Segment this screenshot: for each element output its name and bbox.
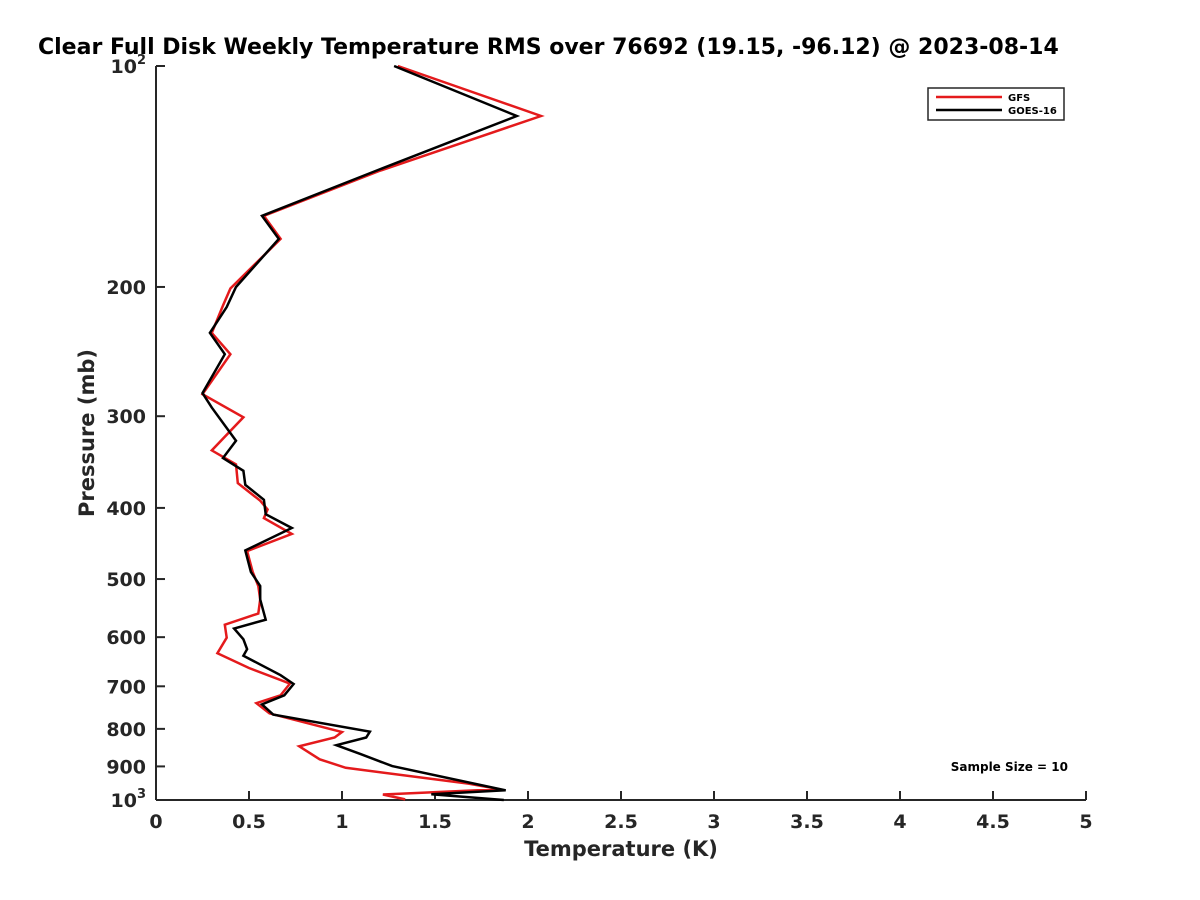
x-tick-label: 1.5 bbox=[418, 811, 452, 833]
y-tick-label-base: 900 bbox=[106, 756, 146, 778]
legend-box bbox=[927, 87, 1065, 121]
y-tick-label: 600 bbox=[106, 627, 146, 649]
y-tick-label: 300 bbox=[106, 406, 146, 428]
x-tick-label: 4.5 bbox=[976, 811, 1010, 833]
x-tick-label: 5 bbox=[1079, 811, 1092, 833]
y-tick-label: 400 bbox=[106, 498, 146, 520]
series-layer bbox=[200, 64, 545, 802]
legend: GFS GOES-16 bbox=[927, 87, 1065, 121]
x-tick-label: 3.5 bbox=[790, 811, 824, 833]
y-tick-label: 102 bbox=[111, 53, 147, 78]
y-tick-label-base: 10 bbox=[111, 790, 137, 812]
y-tick-label: 900 bbox=[106, 756, 146, 778]
x-axis-label: Temperature (K) bbox=[524, 837, 718, 861]
x-axis-ticks: 0 0.5 1 1.5 2 2.5 3 3.5 4 4.5 5 bbox=[149, 791, 1093, 833]
y-tick-label-base: 800 bbox=[106, 719, 146, 741]
x-tick-label: 2 bbox=[521, 811, 534, 833]
y-tick-label-base: 300 bbox=[106, 406, 146, 428]
legend-label-goes-16: GOES-16 bbox=[1008, 106, 1057, 117]
y-tick-label-base: 500 bbox=[106, 569, 146, 591]
y-tick-label: 500 bbox=[106, 569, 146, 591]
chart-title: Clear Full Disk Weekly Temperature RMS o… bbox=[38, 35, 1059, 60]
y-axis-label: Pressure (mb) bbox=[75, 349, 99, 517]
legend-label-gfs: GFS bbox=[1008, 93, 1030, 104]
x-tick-label: 2.5 bbox=[604, 811, 638, 833]
x-tick-label: 0.5 bbox=[232, 811, 266, 833]
y-tick-label: 700 bbox=[106, 676, 146, 698]
series-line-gfs bbox=[200, 64, 545, 801]
plot-axes bbox=[155, 66, 1086, 801]
y-tick-label-base: 600 bbox=[106, 627, 146, 649]
y-tick-label-exponent: 2 bbox=[137, 53, 146, 68]
y-tick-label-base: 10 bbox=[111, 56, 137, 78]
y-tick-label-base: 400 bbox=[106, 498, 146, 520]
x-tick-label: 3 bbox=[707, 811, 720, 833]
y-tick-label: 800 bbox=[106, 719, 146, 741]
series-line-goes-16 bbox=[201, 64, 521, 802]
y-tick-label: 200 bbox=[106, 277, 146, 299]
y-tick-label: 103 bbox=[111, 787, 147, 812]
y-tick-label-base: 700 bbox=[106, 676, 146, 698]
y-tick-label-exponent: 3 bbox=[137, 787, 146, 802]
x-tick-label: 1 bbox=[335, 811, 348, 833]
x-tick-label: 4 bbox=[893, 811, 906, 833]
x-tick-label: 0 bbox=[149, 811, 162, 833]
y-tick-label-base: 200 bbox=[106, 277, 146, 299]
sample-size-annotation: Sample Size = 10 bbox=[951, 760, 1068, 774]
